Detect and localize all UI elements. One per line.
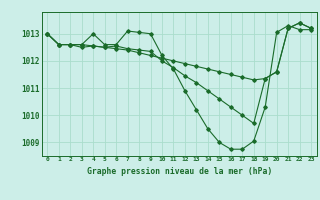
X-axis label: Graphe pression niveau de la mer (hPa): Graphe pression niveau de la mer (hPa) <box>87 167 272 176</box>
